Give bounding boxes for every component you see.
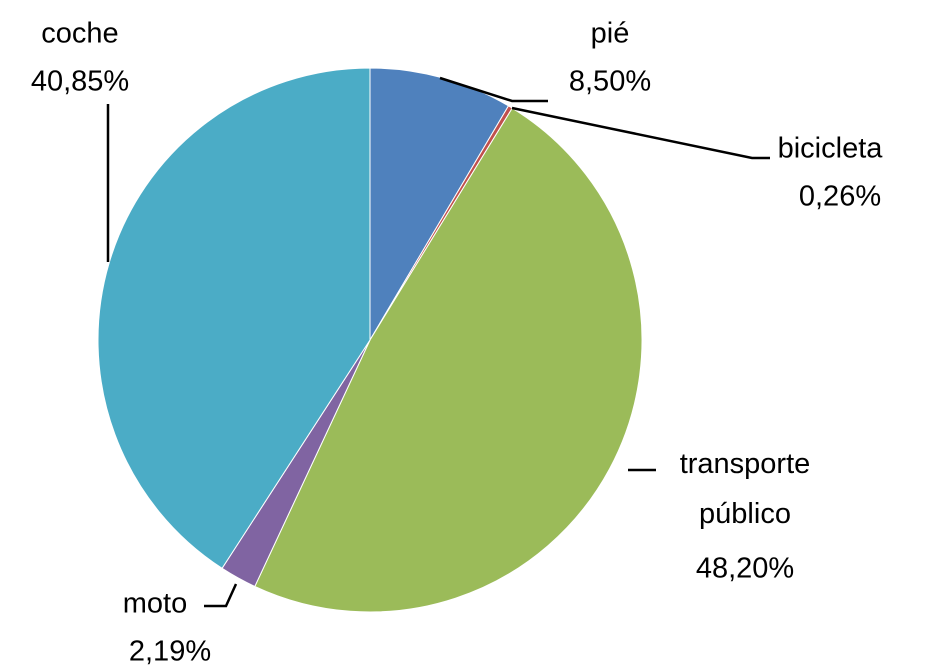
value-label: 48,20% xyxy=(696,553,794,585)
value-label: 2,19% xyxy=(129,636,211,668)
slice-label: moto xyxy=(123,588,187,620)
value-label: 8,50% xyxy=(569,66,651,98)
slice-label: coche xyxy=(41,18,118,50)
pie-slice xyxy=(254,107,643,613)
slice-label: bicicleta xyxy=(778,133,884,165)
leader-lines xyxy=(106,76,770,608)
leader-line xyxy=(439,76,548,103)
labels: pié 8,50% bicicleta 0,26% transporte público 4… xyxy=(31,18,883,668)
slice-label: transporte público xyxy=(680,448,811,530)
pie xyxy=(97,67,643,613)
value-label: 0,26% xyxy=(799,181,881,213)
value-label: 40,85% xyxy=(31,66,129,98)
leader-line xyxy=(511,106,770,160)
leader-line xyxy=(204,583,238,608)
pie-slice xyxy=(97,67,371,569)
slice-label: pié xyxy=(591,18,630,50)
